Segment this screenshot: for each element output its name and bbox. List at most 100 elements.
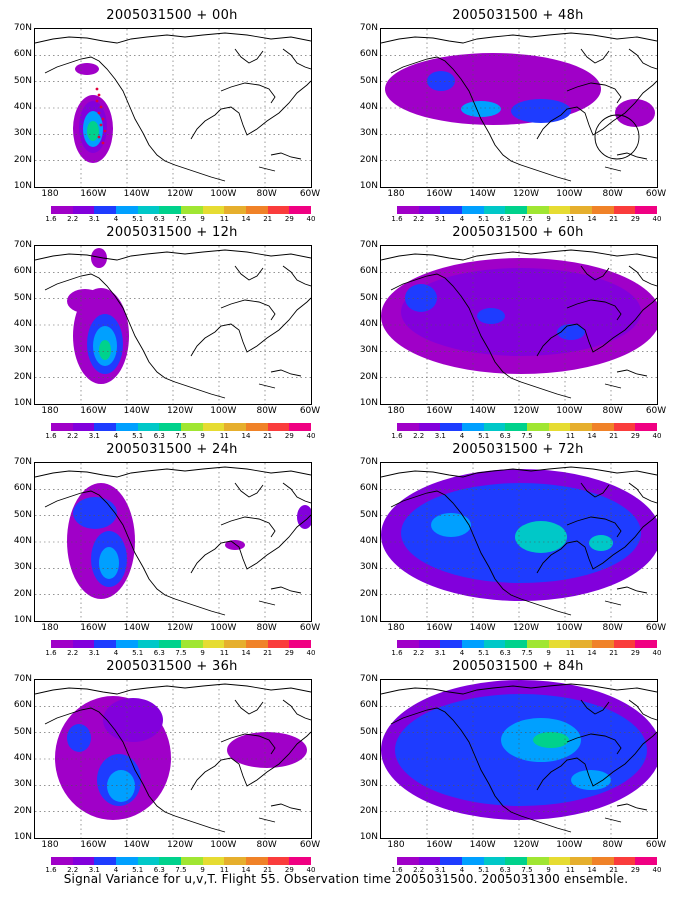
lon-tick-label: 60W [645,406,667,416]
panel-title: 2005031500 + 84h [452,659,584,674]
colorbar-swatch [635,423,658,431]
coastline [390,273,572,399]
colorbar-swatch [224,206,247,214]
lat-tick-label: 20N [359,805,378,816]
track-point [95,99,99,103]
colorbar-swatch [181,206,203,214]
colorbar-label: 40 [652,649,662,657]
colorbar-label: 14 [587,866,597,874]
coastline [536,80,657,140]
colorbar-label: 21 [609,866,619,874]
colorbar-label: 40 [306,866,316,874]
map-plot [34,462,312,622]
lat-tick-label: 20N [13,371,32,382]
lon-tick-label: 120W [166,623,194,633]
lon-tick-label: 100W [556,623,583,633]
colorbar-label: 11 [565,866,575,874]
grid-lines [35,680,311,838]
coastline [566,733,622,755]
colorbar-label: 3.1 [88,649,100,657]
colorbar-label: 1.6 [391,432,403,440]
colorbar-swatch [246,857,268,865]
coastline [628,699,657,721]
lon-tick-label: 180 [387,623,405,633]
colorbar-label: 2.2 [413,432,425,440]
colorbar-label: 7.5 [521,649,533,657]
lon-tick-label: 120W [166,189,194,199]
coastline [381,249,657,261]
panel-title: 2005031500 + 60h [452,225,584,240]
lat-tick-label: 60N [13,49,32,60]
colorbar-swatch [440,206,463,214]
colorbar-labels: 1.6 2.2 3.1 4 5.1 6.3 7.5 9 11 14 21 29 40 [391,649,661,659]
variance-contour [511,99,571,123]
colorbar-label: 29 [630,432,640,440]
colorbar-label: 11 [565,649,575,657]
map-panel-36h: 2005031500 + 36h 70N 60N 50N 40N 30N 20N 10N 18… [0,659,330,874]
colorbar-label: 6.3 [499,866,511,874]
lat-tick-label: 60N [13,483,32,494]
contour-fills [67,248,129,384]
lat-tick-label: 60N [359,266,378,277]
colorbar-label: 1.6 [391,866,403,874]
lon-tick-label: 80W [256,623,277,633]
colorbar-label: 29 [284,215,294,223]
contour-fills [67,483,311,599]
coastline [234,482,264,498]
lat-tick-label: 50N [13,509,32,520]
lon-tick-label: 180 [387,189,405,199]
lat-tick-label: 10N [13,615,32,625]
colorbar-label: 3.1 [434,866,446,874]
colorbar-label: 3.1 [88,432,100,440]
lon-tick-label: 100W [556,406,583,416]
lon-tick-label: 160W [80,189,107,199]
lon-tick-label: 100W [210,189,237,199]
colorbar-label: 11 [565,215,575,223]
colorbar-label: 7.5 [175,432,187,440]
lat-tick-label: 40N [359,319,378,329]
coastlines [381,466,657,616]
coastline [566,516,622,538]
coastline [381,32,657,44]
colorbar [397,423,658,431]
coastline [616,152,648,160]
colorbar-label: 3.1 [434,432,446,440]
variance-contour [405,284,437,312]
track-point [99,123,103,127]
lat-tick-label: 70N [13,674,32,684]
grid-lines [381,29,657,187]
grid-lines [35,246,311,404]
map-panel-24h: 2005031500 + 24h 70N 60N 50N 40N 30N 20N 10N 18… [0,442,330,657]
panel-title: 2005031500 + 00h [106,8,238,23]
lon-tick-label: 120W [512,406,540,416]
colorbar-swatch [94,857,117,865]
colorbar-label: 7.5 [175,215,187,223]
coastline [536,297,657,357]
variance-contour [461,101,501,117]
lat-tick-label: 70N [13,457,32,467]
coastline [381,466,657,478]
coastline [44,490,226,616]
coastline [258,383,276,389]
colorbar-swatch [635,857,658,865]
lat-tick-label: 50N [359,292,378,303]
grid-lines [381,246,657,404]
colorbar-swatch [635,640,658,648]
lat-tick-label: 40N [13,753,32,763]
variance-contour [73,497,117,529]
coastline [282,482,311,504]
coastline [220,516,276,538]
map-panel-72h: 2005031500 + 72h 70N 60N 50N 40N 30N 20N 10N 18… [346,442,676,659]
variance-contour [75,63,99,75]
lon-tick-label: 100W [556,840,583,850]
colorbar-swatch [159,857,182,865]
colorbar-label: 4 [459,432,465,440]
colorbar-label: 5.1 [478,649,490,657]
colorbar [51,857,312,865]
colorbar-label: 40 [306,432,316,440]
colorbar-swatch [267,857,290,865]
colorbar-swatch [72,857,95,865]
lat-tick-label: 50N [359,726,378,737]
variance-contour [87,121,99,141]
variance-contour [477,308,505,324]
